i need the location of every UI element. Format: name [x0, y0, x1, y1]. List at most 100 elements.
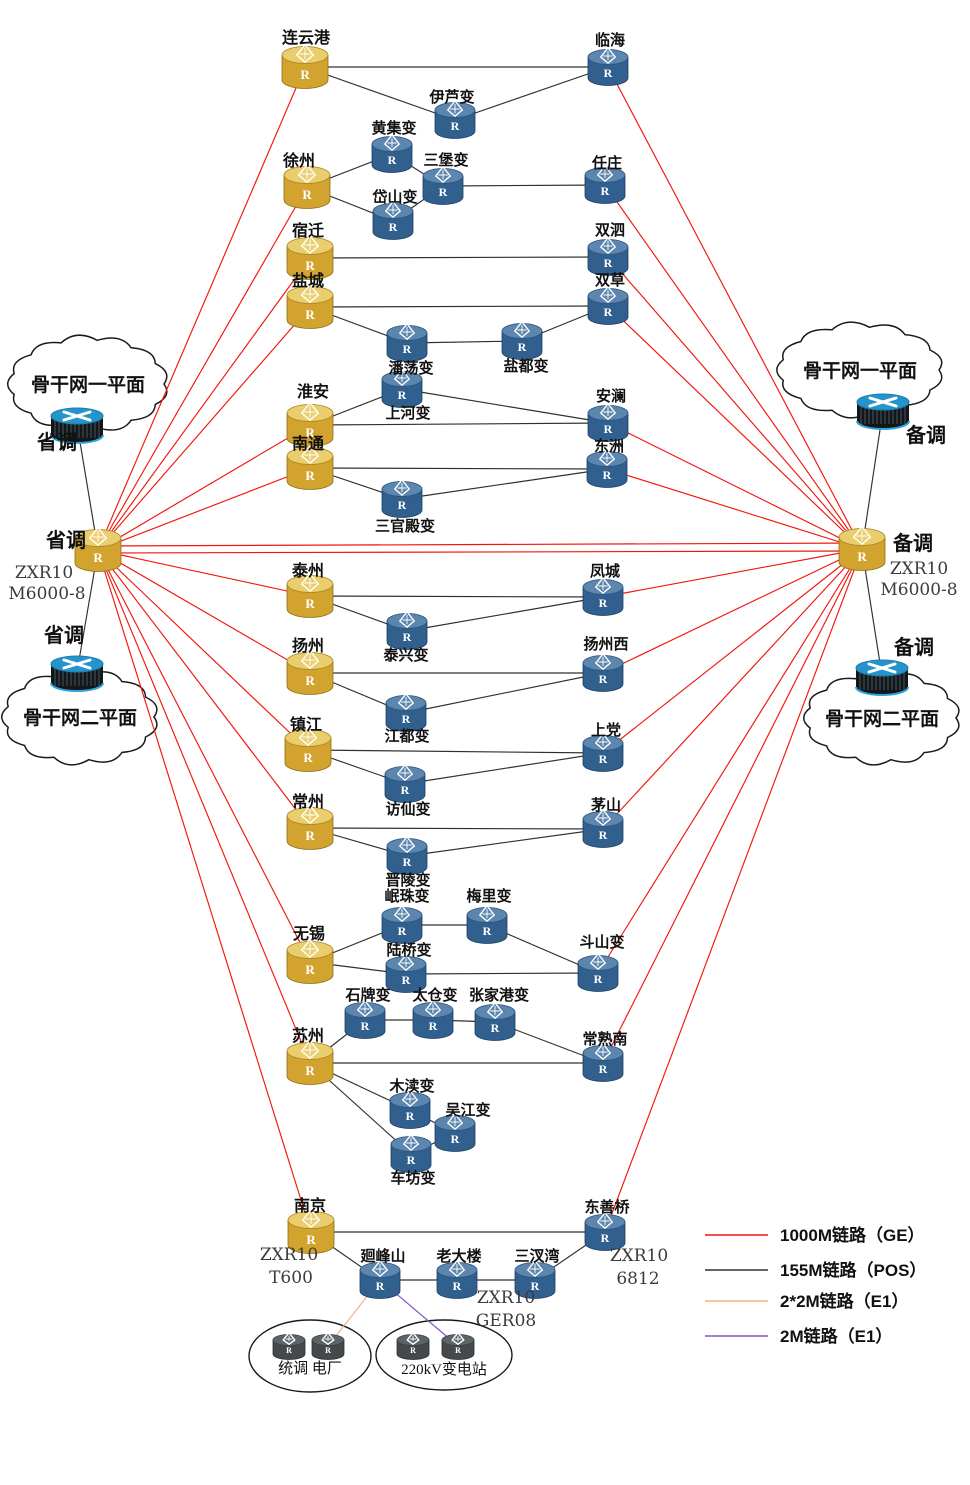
group-label: 统调 电厂 [278, 1360, 342, 1377]
cloud-label: 骨干网二平面 [825, 708, 939, 730]
link-ge-1000m-shengdiao-suzhou [97, 549, 311, 1064]
label-taixing: 泰兴变 [382, 646, 428, 664]
router-body [434, 1123, 476, 1152]
link-ge-1000m-beidiao-doushan [597, 548, 863, 974]
router-diamond-cross [304, 405, 316, 418]
node-yancheng: R [286, 283, 334, 329]
device-model-label: ZXR10 [610, 1246, 668, 1266]
label-chefang: 车坊变 [390, 1169, 435, 1187]
router-r-letter: R [857, 549, 867, 564]
label-shanghe: 上河变 [385, 404, 430, 422]
link-ge-1000m-beidiao-renzhuang [604, 184, 863, 550]
router-r-letter: R [451, 1132, 460, 1146]
router-body [582, 743, 624, 772]
router-diamond-cross [299, 47, 311, 60]
router-r-letter: R [410, 1346, 416, 1355]
router-diamond-icon [383, 133, 401, 152]
router-r-letter: R [603, 468, 612, 482]
cloud-label: 骨干网一平面 [31, 374, 145, 396]
router-diamond-cross [598, 656, 608, 667]
link-ge-1000m-shengdiao-xuzhou [97, 186, 308, 551]
label-nanjing: 南京 [294, 1196, 326, 1215]
router-body [385, 703, 427, 732]
legend-label-ge: 1000M链路（GE） [780, 1225, 925, 1245]
hub-x-icon [867, 662, 897, 674]
link-ge-1000m-shengdiao-changzhou [97, 549, 311, 829]
router-r-letter: R [403, 630, 412, 644]
router-body [281, 55, 329, 89]
router-diamond-cross [438, 169, 448, 180]
link-pos-155m-jinling-maoshan [406, 828, 604, 857]
device-model-label: T600 [269, 1268, 313, 1288]
router-r-letter: R [403, 342, 412, 356]
router-diamond-cross [452, 1263, 462, 1274]
router-r-letter: R [599, 828, 608, 842]
link-pos-155m-suqian-shuangsi [309, 256, 609, 259]
router-body [284, 738, 332, 772]
group-plants [248, 1319, 372, 1393]
node-taizhou: R [286, 572, 334, 618]
router-body [587, 247, 629, 276]
router-diamond-icon [300, 444, 320, 464]
label-laodalou: 老大楼 [435, 1247, 481, 1265]
backbone-cloud-left-plane2 [0, 668, 158, 766]
router-body [286, 816, 334, 850]
router-diamond-icon [371, 1259, 389, 1278]
label-doushan: 斗山变 [579, 933, 624, 951]
router-body [386, 621, 428, 650]
router-body [587, 57, 629, 86]
router-r-letter: R [306, 1232, 316, 1247]
device-model-label: ZXR10 [260, 1245, 318, 1265]
router-r-letter: R [402, 973, 411, 987]
node-shuangsi: R [587, 236, 629, 276]
router-diamond-icon [298, 726, 318, 746]
link-pos-155m-bbr1-beidiao [861, 409, 884, 550]
router-body [286, 584, 334, 618]
node-huangji: R [371, 133, 413, 173]
label-daishan: 岱山变 [371, 188, 417, 206]
node-beidiao: R [838, 525, 886, 571]
node-maoshan: R [582, 808, 624, 848]
router-body [434, 110, 476, 139]
dispatch-role-label: 备调 [893, 635, 934, 659]
router-body [286, 295, 334, 329]
node-fangxian: R [384, 763, 426, 803]
router-body [286, 950, 334, 984]
router-diamond-cross [402, 326, 412, 337]
node-jiangdu: R [385, 692, 427, 732]
router-r-letter: R [305, 307, 315, 322]
node-sanguandian: R [381, 478, 423, 518]
router-r-letter: R [599, 1062, 608, 1076]
node-shuangcao: R [587, 285, 629, 325]
router-diamond-cross [598, 580, 608, 591]
router-diamond-icon [397, 953, 415, 972]
router-body [582, 587, 624, 616]
label-sanbao: 三堡变 [423, 151, 468, 169]
router-diamond-icon [434, 165, 452, 184]
router-diamond-icon [594, 808, 612, 827]
router-diamond-cross [490, 1005, 500, 1016]
router-diamond-icon [596, 164, 614, 183]
legend-item-ge: 1000M链路（GE） [705, 1225, 925, 1245]
node-pandang: R [386, 322, 428, 362]
link-pos-155m-taixing-fengcheng [406, 596, 604, 632]
router-r-letter: R [300, 67, 310, 82]
label-xuzhou: 徐州 [282, 151, 315, 170]
label-dongshanqiao: 东善桥 [584, 1198, 630, 1216]
label-sanchawan: 三汊湾 [514, 1247, 559, 1265]
label-yangzhou: 扬州 [292, 636, 324, 655]
legend-item-e2x2: 2*2M链路（E1） [705, 1291, 908, 1311]
device-model-label: ZXR10 [890, 559, 948, 579]
label-shipai: 石牌变 [344, 986, 390, 1004]
router-diamond-cross [324, 1335, 332, 1342]
router-diamond-cross [304, 653, 316, 666]
link-pos-155m-sanbao-renzhuang [442, 184, 606, 187]
hub-x-icon [62, 658, 92, 670]
router-diamond-cross [304, 238, 316, 251]
cloud-shape [6, 334, 168, 434]
router-diamond-cross [482, 908, 492, 919]
node-renzhuang: R [584, 164, 626, 204]
router-diamond-icon [88, 526, 108, 546]
node-xuzhou: R [283, 163, 331, 209]
node-p2a: R [396, 1331, 430, 1360]
